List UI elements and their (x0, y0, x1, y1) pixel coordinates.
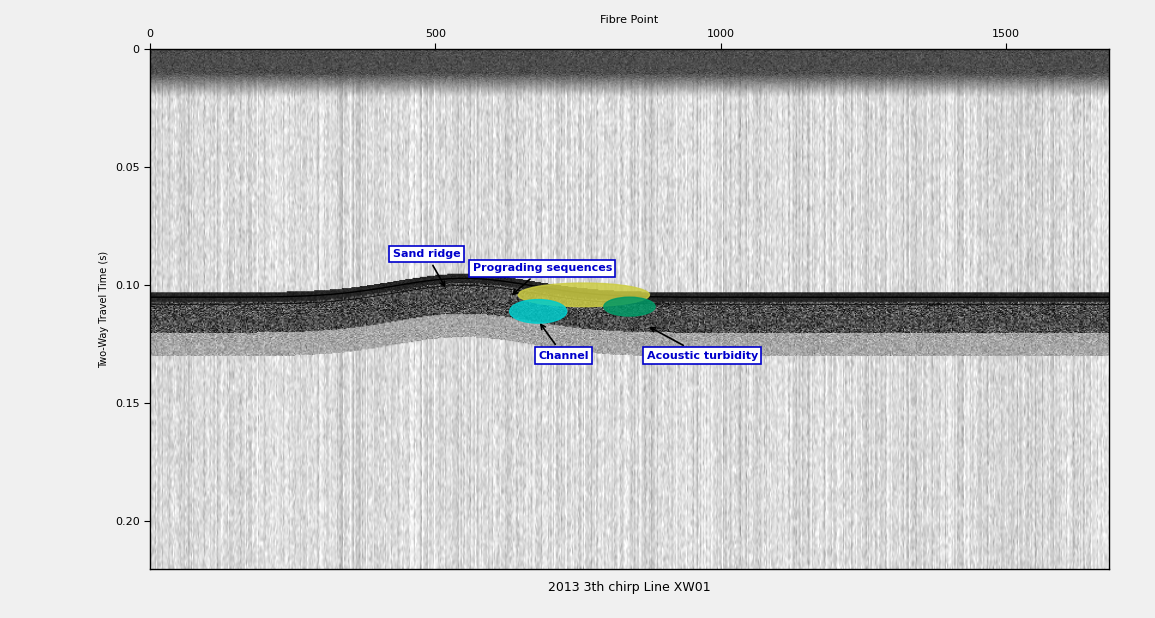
X-axis label: Fibre Point: Fibre Point (601, 15, 658, 25)
Text: Sand ridge: Sand ridge (393, 249, 461, 286)
Title: 2013 3th chirp Line XW01: 2013 3th chirp Line XW01 (549, 582, 710, 595)
Ellipse shape (519, 283, 649, 307)
Text: Channel: Channel (538, 324, 589, 360)
Text: Prograding sequences: Prograding sequences (472, 263, 612, 294)
Ellipse shape (604, 297, 655, 316)
Ellipse shape (509, 300, 567, 323)
Text: Acoustic turbidity: Acoustic turbidity (647, 328, 758, 360)
Y-axis label: Two-Way Travel Time (s): Two-Way Travel Time (s) (99, 250, 110, 368)
